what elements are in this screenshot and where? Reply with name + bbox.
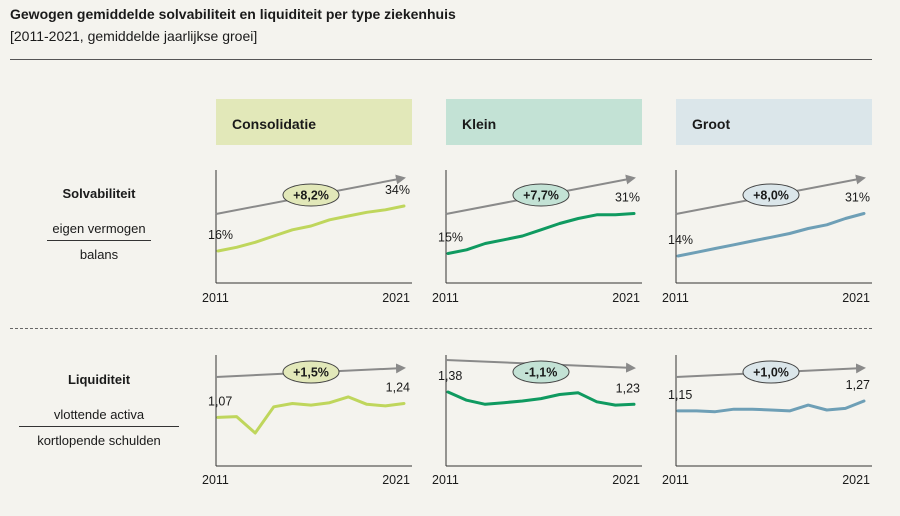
data-line	[216, 395, 406, 435]
growth-badge	[282, 360, 340, 384]
start-value-label: 14%	[668, 233, 693, 247]
x-tick-label-end: 2021	[612, 291, 640, 305]
end-value-label: 1,23	[616, 381, 640, 395]
x-tick-label-start: 2011	[202, 291, 229, 305]
x-tick-label-start: 2011	[662, 291, 689, 305]
start-value-label: 15%	[438, 231, 463, 245]
chart-subtitle: [2011-2021, gemiddelde jaarlijkse groei]	[10, 28, 258, 44]
row-header-solvabiliteit: Solvabiliteit eigen vermogen balans	[14, 186, 184, 262]
growth-badge	[742, 360, 800, 384]
end-value-label: 1,27	[846, 378, 870, 392]
column-header-label: Consolidatie	[232, 116, 316, 132]
x-tick-label-start: 2011	[432, 473, 459, 487]
column-header-label: Groot	[692, 116, 730, 132]
growth-badge-label: +8,0%	[753, 189, 789, 203]
fraction-line	[19, 426, 179, 427]
row-header-liquiditeit: Liquiditeit vlottende activa kortlopende…	[14, 372, 184, 448]
chart-title: Gewogen gemiddelde solvabiliteit en liqu…	[10, 6, 456, 22]
start-value-label: 1,07	[208, 394, 232, 408]
growth-badge	[512, 183, 570, 207]
start-value-label: 1,38	[438, 369, 462, 383]
x-tick-label-end: 2021	[382, 291, 410, 305]
x-tick-label-end: 2021	[382, 473, 410, 487]
row-numerator: vlottende activa	[53, 407, 145, 422]
x-tick-label-end: 2021	[842, 291, 870, 305]
end-value-label: 1,24	[386, 380, 410, 394]
growth-badge-label: +8,2%	[293, 189, 329, 203]
column-header-bg	[676, 99, 872, 145]
end-value-label: 31%	[615, 191, 640, 205]
growth-badge-label: -1,1%	[525, 366, 558, 380]
growth-badge-label: +1,5%	[293, 366, 329, 380]
start-value-label: 1,15	[668, 388, 692, 402]
data-line	[446, 212, 636, 255]
row-denominator: kortlopende schulden	[37, 433, 161, 448]
data-line	[216, 204, 406, 253]
x-tick-label-start: 2011	[662, 473, 689, 487]
x-tick-label-start: 2011	[202, 473, 229, 487]
row-denominator: balans	[79, 247, 119, 262]
data-line	[676, 212, 866, 258]
growth-badge-label: +7,7%	[523, 189, 559, 203]
x-tick-label-end: 2021	[842, 473, 870, 487]
end-value-label: 31%	[845, 191, 870, 205]
start-value-label: 16%	[208, 228, 233, 242]
column-header-bg	[446, 99, 642, 145]
growth-badge	[742, 183, 800, 207]
fraction-line	[47, 240, 151, 241]
end-value-label: 34%	[385, 183, 410, 197]
column-header-bg	[216, 99, 412, 145]
x-tick-label-start: 2011	[432, 291, 459, 305]
row-name: Solvabiliteit	[62, 186, 136, 201]
row-name: Liquiditeit	[67, 372, 131, 387]
growth-badge	[512, 360, 570, 384]
row-numerator: eigen vermogen	[52, 221, 146, 236]
header-divider	[10, 59, 872, 60]
row-divider	[10, 328, 872, 329]
growth-badge	[282, 183, 340, 207]
column-header-label: Klein	[462, 116, 496, 132]
growth-badge-label: +1,0%	[753, 366, 789, 380]
x-tick-label-end: 2021	[612, 473, 640, 487]
